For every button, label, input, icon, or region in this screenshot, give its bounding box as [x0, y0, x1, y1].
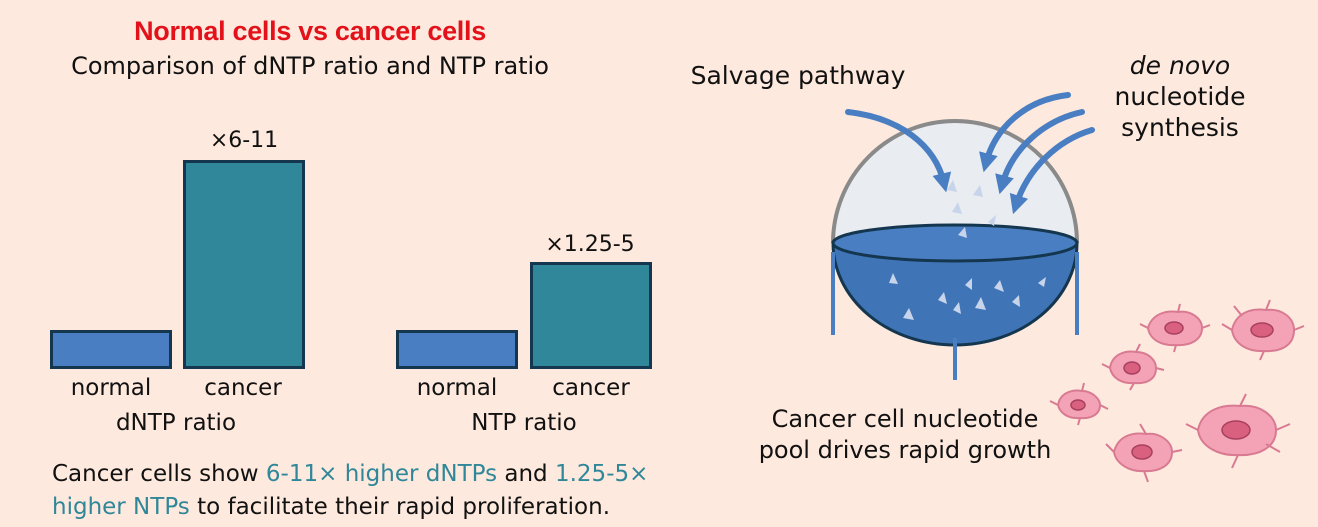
cancer-cell: [1221, 299, 1305, 361]
denovo-label: de novo nucleotide synthesis: [1090, 50, 1270, 143]
ntp-cancer-label: cancer: [552, 375, 630, 401]
ntp-axis-label: NTP ratio: [471, 410, 577, 436]
dntp-cancer-label: cancer: [204, 375, 282, 401]
chart-title: Normal cells vs cancer cells: [134, 16, 486, 46]
caption-highlight-dntp: 6-11× higher dNTPs: [265, 461, 498, 487]
salvage-pathway-label: Salvage pathway: [690, 61, 906, 90]
pool-caption-line2: pool drives rapid growth: [758, 436, 1052, 464]
denovo-line2: nucleotide: [1114, 82, 1246, 111]
cancer-cell: [1139, 303, 1211, 353]
nucleotide-triangles: [889, 180, 1046, 320]
cancer-cells: [1049, 299, 1305, 483]
caption-text-1: Cancer cells show: [52, 461, 266, 487]
denovo-arrow-2: [995, 109, 1085, 195]
denovo-arrow-1: [979, 92, 1071, 173]
drain-tubes: [831, 252, 1079, 380]
dntp-multiplier-label: ×6-11: [209, 128, 279, 153]
dntp-axis-label: dNTP ratio: [115, 410, 237, 436]
ntp-cancer-bar: [530, 262, 652, 369]
denovo-italic: de novo: [1129, 51, 1231, 80]
caption-text-2: and: [497, 461, 555, 487]
caption: Cancer cells show 6-11× higher dNTPs and…: [52, 458, 732, 524]
cancer-cell: [1185, 393, 1291, 469]
pool-caption-line1: Cancer cell nucleotide: [771, 405, 1039, 433]
dntp-cancer-bar: [183, 160, 305, 369]
cancer-cell: [1101, 343, 1165, 391]
flask-sphere: [831, 119, 1079, 347]
ntp-normal-label: normal: [416, 375, 498, 401]
cancer-cell: [1049, 382, 1109, 426]
arrows: [845, 92, 1095, 215]
cancer-cell: [1105, 423, 1183, 483]
denovo-line3: synthesis: [1121, 113, 1239, 142]
denovo-arrow-3: [1009, 127, 1095, 215]
caption-highlight-ntp: higher NTPs: [52, 494, 190, 520]
chart-subtitle: Comparison of dNTP ratio and NTP ratio: [71, 52, 549, 80]
caption-text-3: to facilitate their rapid proliferation.: [189, 494, 610, 520]
salvage-arrow: [845, 109, 952, 193]
dntp-normal-label: normal: [70, 375, 152, 401]
pool-caption: Cancer cell nucleotide pool drives rapid…: [740, 404, 1070, 466]
caption-highlight-ntp-factor: 1.25-5×: [554, 461, 649, 487]
ntp-normal-bar: [396, 330, 518, 369]
ntp-multiplier-label: ×1.25-5: [545, 232, 635, 257]
dntp-normal-bar: [50, 330, 172, 369]
